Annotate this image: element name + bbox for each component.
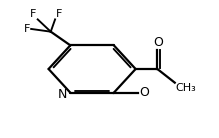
Text: CH₃: CH₃ (176, 83, 197, 93)
Text: F: F (30, 9, 37, 19)
Text: O: O (139, 86, 149, 99)
Text: N: N (58, 87, 67, 100)
Text: F: F (24, 24, 30, 34)
Text: F: F (56, 9, 63, 19)
Text: O: O (154, 35, 164, 49)
